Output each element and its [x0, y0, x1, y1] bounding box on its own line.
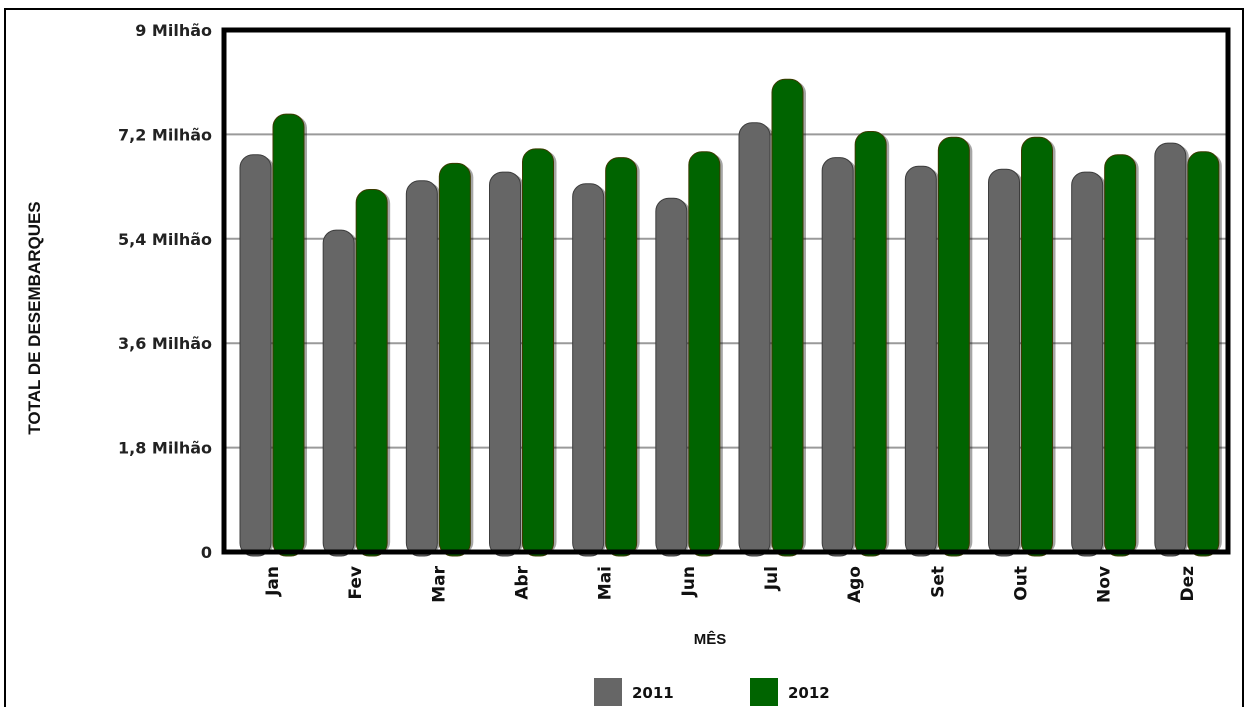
- x-tick-label: Jul: [762, 566, 782, 591]
- y-tick-label: 1,8 Milhão: [118, 439, 212, 458]
- y-tick-label: 3,6 Milhão: [118, 334, 212, 353]
- bar-2011-Set: [904, 165, 937, 557]
- x-axis-ticks: Jan Fev Mar Abr Mai Jun Jul Ago Set Out Nov Dez: [263, 565, 1198, 603]
- bar-2011-Jan: [239, 154, 272, 557]
- x-tick-label: Ago: [845, 566, 865, 603]
- x-tick-label: Jan: [263, 566, 283, 597]
- bar-2011-Mai: [572, 183, 605, 557]
- bar-2012-Nov: [1104, 154, 1137, 557]
- y-tick-label: 7,2 Milhão: [118, 125, 212, 144]
- x-tick-label: Jun: [679, 566, 699, 598]
- x-tick-label: Mar: [429, 565, 449, 602]
- x-tick-label: Dez: [1178, 566, 1198, 602]
- bars: [239, 78, 1222, 557]
- x-tick-label: Nov: [1095, 566, 1115, 603]
- bar-2011-Out: [988, 168, 1020, 557]
- bar-2011-Mar: [405, 180, 438, 557]
- legend: 2011 2012: [594, 678, 830, 706]
- bar-2011-Jun: [655, 197, 688, 557]
- bar-2012-Mar: [438, 162, 471, 557]
- y-tick-label: 9 Milhão: [135, 21, 212, 40]
- bar-2011-Dez: [1154, 142, 1187, 557]
- legend-swatch-2011: [594, 678, 622, 706]
- bar-2012-Jan: [272, 113, 305, 557]
- x-axis-title: MÊS: [694, 630, 727, 648]
- bar-2012-Dez: [1187, 151, 1220, 557]
- bar-2011-Jul: [738, 122, 771, 557]
- plot-area-frame: [221, 27, 1231, 555]
- grid-lines: [224, 133, 1228, 449]
- y-axis-title: TOTAL DE DESEMBARQUES: [25, 201, 44, 434]
- bar-2012-Mai: [605, 157, 638, 557]
- bar-2012-Abr: [522, 148, 554, 557]
- y-tick-label: 0: [201, 543, 212, 562]
- bar-2011-Fev: [322, 229, 355, 557]
- x-tick-label: Set: [928, 566, 948, 598]
- bar-2012-Jul: [771, 78, 804, 557]
- legend-label-2011: 2011: [632, 684, 674, 702]
- x-tick-label: Fev: [346, 566, 366, 600]
- bar-2012-Set: [937, 136, 970, 557]
- legend-swatch-2012: [750, 678, 778, 706]
- page-frame: [4, 8, 1244, 707]
- bar-2011-Ago: [821, 157, 854, 557]
- bar-2012-Ago: [854, 131, 887, 557]
- bar-2012-Fev: [355, 189, 388, 557]
- x-tick-label: Abr: [513, 565, 533, 599]
- x-tick-label: Out: [1012, 566, 1032, 601]
- bar-2011-Abr: [489, 171, 521, 557]
- bar-2011-Nov: [1071, 171, 1104, 557]
- y-tick-label: 5,4 Milhão: [118, 230, 212, 249]
- legend-label-2012: 2012: [788, 684, 830, 702]
- bar-2012-Jun: [688, 151, 721, 557]
- x-tick-label: Mai: [596, 566, 616, 600]
- bar-2012-Out: [1021, 136, 1053, 557]
- y-axis-ticks: 0 1,8 Milhão 3,6 Milhão 5,4 Milhão 7,2 Milhã…: [118, 21, 212, 562]
